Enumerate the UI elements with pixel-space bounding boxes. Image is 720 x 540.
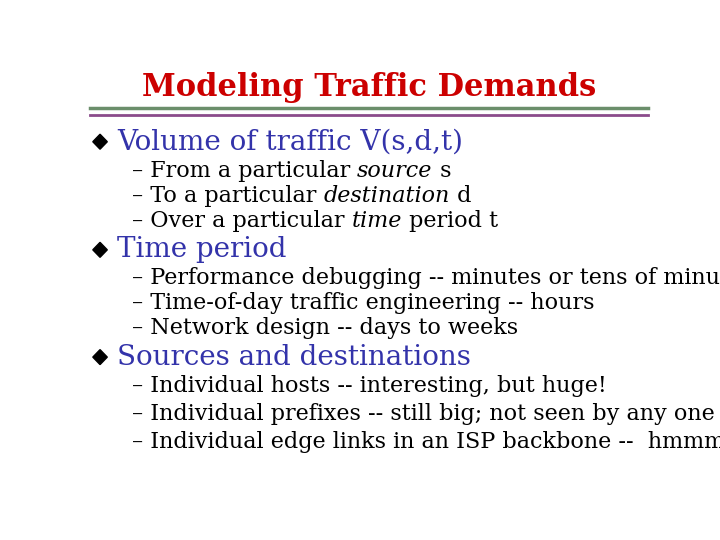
Text: – To a particular: – To a particular xyxy=(132,185,323,207)
Polygon shape xyxy=(93,242,107,258)
Polygon shape xyxy=(93,134,107,149)
Text: time: time xyxy=(351,210,402,232)
Text: – Over a particular: – Over a particular xyxy=(132,210,351,232)
Text: – Individual prefixes -- still big; not seen by any one AS!: – Individual prefixes -- still big; not … xyxy=(132,403,720,425)
Text: – Individual edge links in an ISP backbone --  hmmm….: – Individual edge links in an ISP backbo… xyxy=(132,431,720,454)
Text: Sources and destinations: Sources and destinations xyxy=(117,343,471,370)
Text: Time period: Time period xyxy=(117,237,287,264)
Text: s: s xyxy=(433,160,451,182)
Text: – Performance debugging -- minutes or tens of minutes: – Performance debugging -- minutes or te… xyxy=(132,267,720,289)
Text: Modeling Traffic Demands: Modeling Traffic Demands xyxy=(142,72,596,103)
Text: destination: destination xyxy=(323,185,450,207)
Text: – Individual hosts -- interesting, but huge!: – Individual hosts -- interesting, but h… xyxy=(132,375,606,397)
Text: source: source xyxy=(357,160,433,182)
Text: period t: period t xyxy=(402,210,498,232)
Text: d: d xyxy=(450,185,471,207)
Polygon shape xyxy=(93,349,107,364)
Text: – Time-of-day traffic engineering -- hours: – Time-of-day traffic engineering -- hou… xyxy=(132,292,594,314)
Text: – From a particular: – From a particular xyxy=(132,160,357,182)
Text: Volume of traffic V(s,d,t): Volume of traffic V(s,d,t) xyxy=(117,128,463,155)
Text: – Network design -- days to weeks: – Network design -- days to weeks xyxy=(132,317,518,339)
